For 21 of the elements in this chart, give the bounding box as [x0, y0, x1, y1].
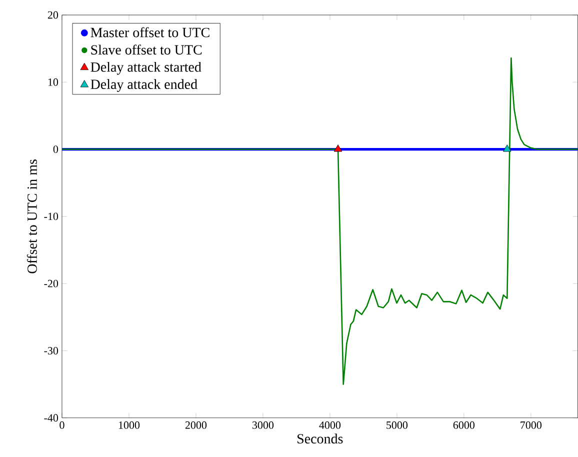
legend-label: Delay attack started	[90, 62, 202, 75]
legend-label: Delay attack ended	[90, 79, 198, 92]
y-axis-title: Offset to UTC in ms	[26, 160, 37, 274]
x-tick-label: 7000	[520, 421, 542, 429]
x-tick-label: 0	[60, 421, 64, 429]
x-tick-label: 4000	[319, 421, 341, 429]
y-tick-label: -20	[44, 280, 58, 288]
legend-label: Master offset to UTC	[90, 27, 210, 38]
x-tick-label: 5000	[386, 421, 408, 429]
y-tick-label: 10	[48, 78, 58, 86]
x-axis-title: Seconds	[298, 434, 343, 444]
x-tick-label: 3000	[252, 421, 274, 429]
y-tick-label: -10	[44, 212, 58, 220]
x-tick-label: 6000	[453, 421, 474, 429]
y-tick-label: 20	[48, 11, 58, 19]
y-tick-label: 0	[53, 146, 58, 154]
legend-label: Slave offset to UTC	[91, 44, 202, 55]
x-tick-label: 2000	[185, 421, 207, 429]
y-tick-label: -30	[44, 347, 58, 355]
x-tick-label: 1000	[118, 421, 140, 429]
y-tick-label: -40	[44, 414, 58, 422]
